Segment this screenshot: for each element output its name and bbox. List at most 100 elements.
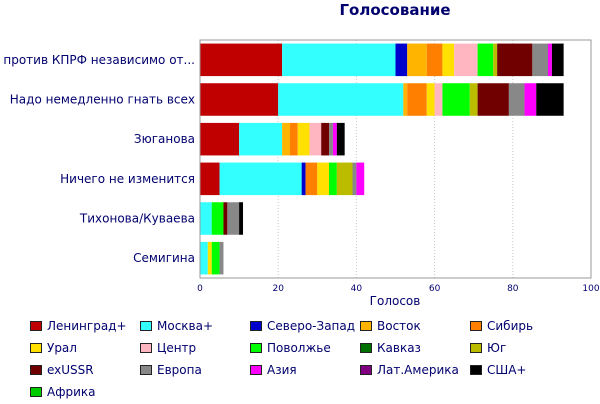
bar-segment [469,83,478,116]
legend-swatch [470,343,482,353]
bar-segment [219,241,224,275]
bar-segment [536,83,564,116]
legend-item: Африка [30,384,96,400]
bar-segment [426,43,443,77]
legend-item: Северо-Запад [250,318,355,334]
legend-swatch [250,343,262,353]
x-tick-labels: 0 20 40 60 80 100 [197,284,600,294]
legend-swatch [470,365,482,375]
bar-segment [493,43,498,77]
legend-swatch [360,365,372,375]
bar-segment [329,122,333,156]
bar-segment [407,83,427,116]
legend-item: Сибирь [470,318,533,334]
x-axis-label: Голосов [370,294,421,308]
legend-label: Урал [47,341,77,355]
bar-segment [227,202,240,235]
bar-segment [442,83,470,116]
bar-segment [395,43,408,77]
x-tick-label: 20 [272,284,284,294]
bar-segment [403,83,408,116]
bar-segment [309,122,322,156]
bar-segment [477,83,509,116]
legend-label: Европа [157,363,202,377]
legend-label: Сибирь [487,319,534,333]
legend-swatch [250,321,262,331]
legend-label: exUSSR [47,363,94,377]
legend-label: Кавказ [377,341,421,355]
bar-segment [407,43,427,77]
bar-segment [239,202,244,235]
bar-segment [442,43,455,77]
x-tick-label: 40 [351,284,363,294]
legend-item: Центр [140,340,196,356]
legend-label: Центр [157,341,197,355]
legend-item: Лат.Америка [360,362,459,378]
legend-label: Лат.Америка [377,363,459,377]
bar-segment [508,83,525,116]
legend-item: Юг [470,340,506,356]
bar-segment [211,241,220,275]
legend-swatch [30,321,42,331]
legend-label: Ленинград+ [47,319,127,333]
legend-item: Кавказ [360,340,421,356]
bar-segment [305,162,318,196]
legend-swatch [30,343,42,353]
legend-swatch [30,365,42,375]
bar-segment [356,162,365,196]
legend-item: Азия [250,362,297,378]
category-label: Ничего не изменится [60,172,195,186]
bar-segment [200,202,212,235]
category-label: Зюганова [134,132,195,146]
legend-item: Ленинград+ [30,318,127,334]
bar-segment [317,162,330,196]
legend-item: Поволжье [250,340,331,356]
bar-segment [200,241,208,275]
x-tick-label: 100 [582,284,599,294]
legend-swatch [470,321,482,331]
bar-segment [551,43,564,77]
legend-label: Юг [487,341,507,355]
bar-segment [200,162,220,196]
category-label: Я против КПРФ независимо от... [0,53,195,67]
bar-segment [332,122,337,156]
bar-segment [207,241,212,275]
bar-segment [239,122,283,156]
plot-frame [199,39,592,279]
bar-segment [477,43,494,77]
bar-segment [434,83,443,116]
bar-segment [223,202,228,235]
legend-swatch [30,387,42,397]
legend-item: Москва+ [140,318,213,334]
legend-label: Поволжье [267,341,331,355]
x-tick-label: 80 [507,284,519,294]
bar-segment [336,122,345,156]
bar-segment [547,43,552,77]
bars [200,43,564,275]
bar-segment [200,43,283,77]
bar-segment [219,162,302,196]
legend-label: Москва+ [157,319,214,333]
plot-border [199,39,592,279]
bar-segment [211,202,224,235]
x-tick-label: 60 [429,284,441,294]
bar-segment [454,43,478,77]
bar-segment [426,83,435,116]
legend-label: Азия [267,363,297,377]
bar-segment [336,162,353,196]
bar-segment [282,43,396,77]
legend-item: Восток [360,318,421,334]
category-label: Надо немедленно гнать всех [10,93,195,107]
bar-segment [282,122,290,156]
legend-item: Урал [30,340,77,356]
bar-segment [200,122,240,156]
bar-segment [289,122,298,156]
legend-swatch [140,343,152,353]
bar-segment [352,162,357,196]
bar-segment [200,83,279,116]
bar-segment [329,162,337,196]
bar-segment [524,83,537,116]
category-labels: Я против КПРФ независимо от... Надо немед… [0,53,195,265]
